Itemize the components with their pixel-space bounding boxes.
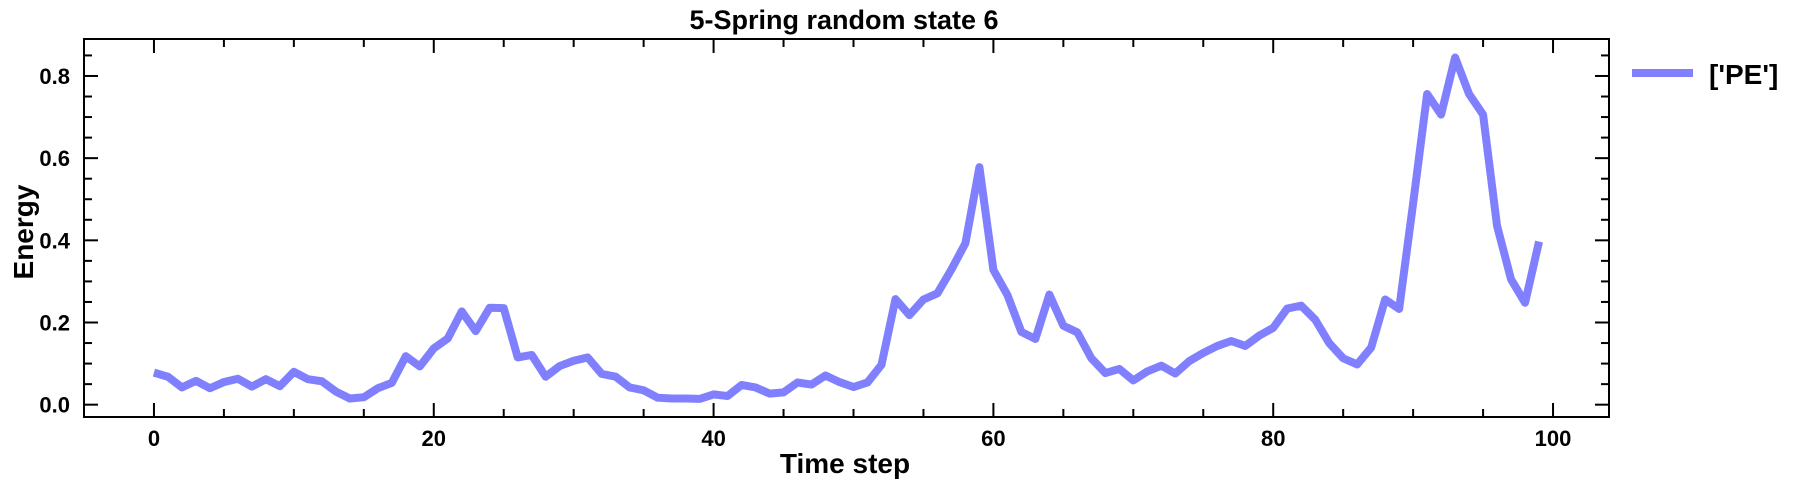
y-tick-label: 0.2 (39, 311, 70, 336)
x-tick-label: 60 (981, 426, 1005, 451)
x-tick-label: 40 (701, 426, 725, 451)
plot-area: 0 20 40 60 80 100 0.0 0.2 0.4 0.6 0.8 (39, 38, 1610, 451)
legend: ['PE'] (1632, 59, 1778, 90)
x-tick-label: 100 (1535, 426, 1572, 451)
x-tick-label: 0 (148, 426, 160, 451)
x-tick-label: 20 (422, 426, 446, 451)
y-tick-label: 0.4 (39, 228, 70, 253)
x-axis-label: Time step (780, 448, 910, 479)
legend-label: ['PE'] (1709, 59, 1778, 90)
y-tick-label: 0.8 (39, 64, 70, 89)
x-tick-label: 80 (1261, 426, 1285, 451)
y-axis-label: Energy (8, 184, 39, 279)
series-line-0 (152, 53, 1543, 403)
y-tick-label: 0.6 (39, 146, 70, 171)
y-tick-label: 0.0 (39, 393, 70, 418)
chart-title: 5-Spring random state 6 (689, 5, 998, 35)
plot-frame (83, 38, 1610, 418)
